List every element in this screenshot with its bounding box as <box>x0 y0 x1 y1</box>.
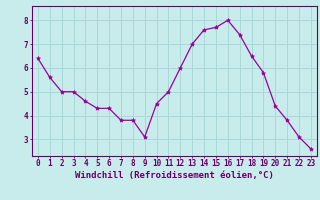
X-axis label: Windchill (Refroidissement éolien,°C): Windchill (Refroidissement éolien,°C) <box>75 171 274 180</box>
